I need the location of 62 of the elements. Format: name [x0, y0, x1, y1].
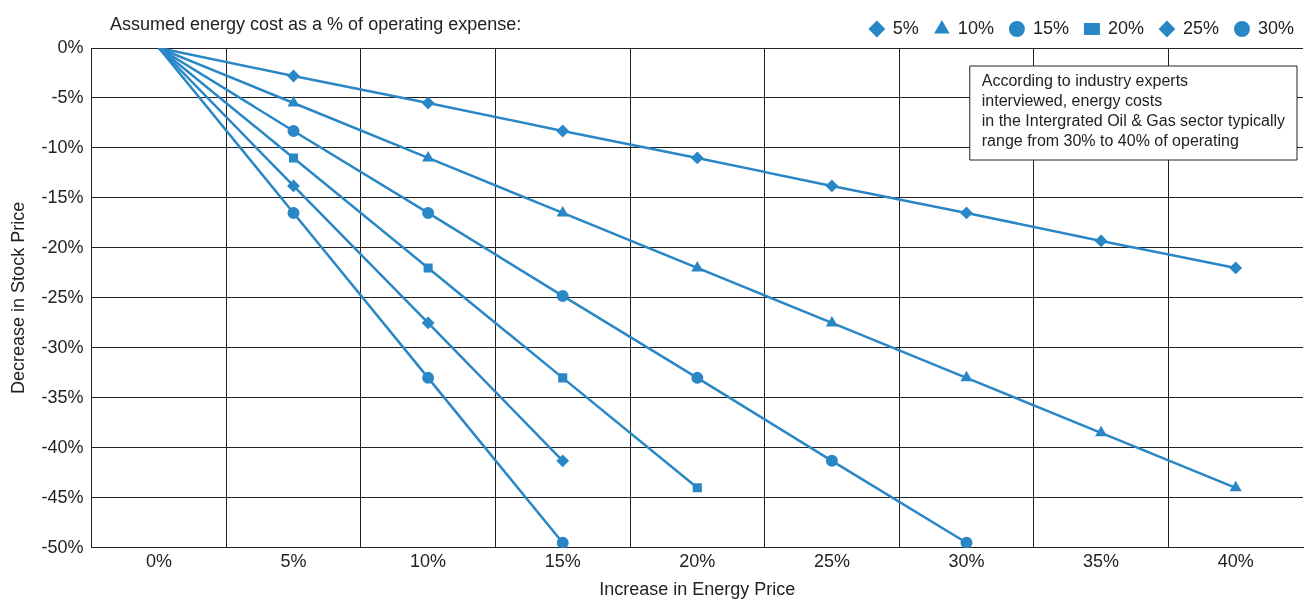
point — [422, 96, 435, 109]
point — [1229, 261, 1242, 274]
y-tick-label: -5% — [51, 86, 84, 107]
point — [288, 96, 299, 107]
legend-label: 25% — [1182, 17, 1219, 38]
x-tick-label: 40% — [1217, 550, 1254, 571]
legend-label: 30% — [1257, 17, 1294, 38]
legend-label: 5% — [892, 17, 919, 38]
x-tick-label: 35% — [1083, 550, 1120, 571]
point — [287, 69, 300, 82]
y-tick-label: -20% — [41, 236, 84, 257]
point — [825, 179, 838, 192]
y-tick-label: 0% — [57, 36, 84, 57]
x-tick-label: 10% — [410, 550, 447, 571]
legend-label: 15% — [1032, 17, 1069, 38]
point — [1095, 234, 1108, 247]
y-tick-label: -10% — [41, 136, 84, 157]
point — [287, 124, 300, 137]
point — [692, 483, 702, 493]
point — [422, 151, 434, 162]
y-axis-title: Decrease in Stock Price — [7, 201, 28, 394]
point — [556, 289, 569, 302]
point — [422, 206, 435, 219]
x-tick-label: 5% — [280, 550, 307, 571]
point — [691, 151, 704, 164]
x-tick-label: 15% — [544, 550, 581, 571]
point — [556, 454, 569, 467]
point — [691, 371, 704, 384]
x-tick-label: 0% — [145, 550, 172, 571]
point — [558, 373, 568, 383]
legend-title: Assumed energy cost as a % of operating expense: — [110, 14, 522, 34]
point — [423, 263, 433, 273]
y-tick-label: -50% — [41, 536, 84, 557]
y-tick-label: -45% — [41, 486, 84, 507]
x-tick-label: 25% — [813, 550, 850, 571]
point — [961, 371, 972, 382]
point — [960, 536, 973, 548]
point — [1095, 426, 1107, 437]
y-tick-label: -30% — [41, 336, 84, 357]
x-axis-title: Increase in Energy Price — [599, 579, 796, 600]
point — [556, 124, 569, 137]
point — [287, 206, 300, 219]
y-tick-label: -15% — [41, 186, 84, 207]
point — [960, 206, 973, 219]
legend-label: 20% — [1107, 17, 1144, 38]
point — [422, 371, 435, 384]
y-tick-label: -35% — [41, 386, 84, 407]
x-tick-label: 20% — [679, 550, 716, 571]
y-tick-label: -25% — [41, 286, 84, 307]
annotation: According to industry experts interviewed, energy costs in the Intergrated Oil & Gas sector typically range from 30% to 40% of operating — [981, 72, 1286, 150]
legend-label: 10% — [957, 17, 994, 38]
point — [288, 153, 299, 163]
point — [557, 206, 569, 217]
point — [287, 179, 300, 192]
point — [826, 316, 838, 327]
y-tick-label: -40% — [41, 436, 84, 457]
point — [1230, 481, 1242, 492]
point — [691, 261, 703, 272]
point — [556, 536, 569, 548]
x-tick-label: 30% — [948, 550, 985, 571]
point — [422, 316, 435, 329]
point — [825, 454, 838, 467]
